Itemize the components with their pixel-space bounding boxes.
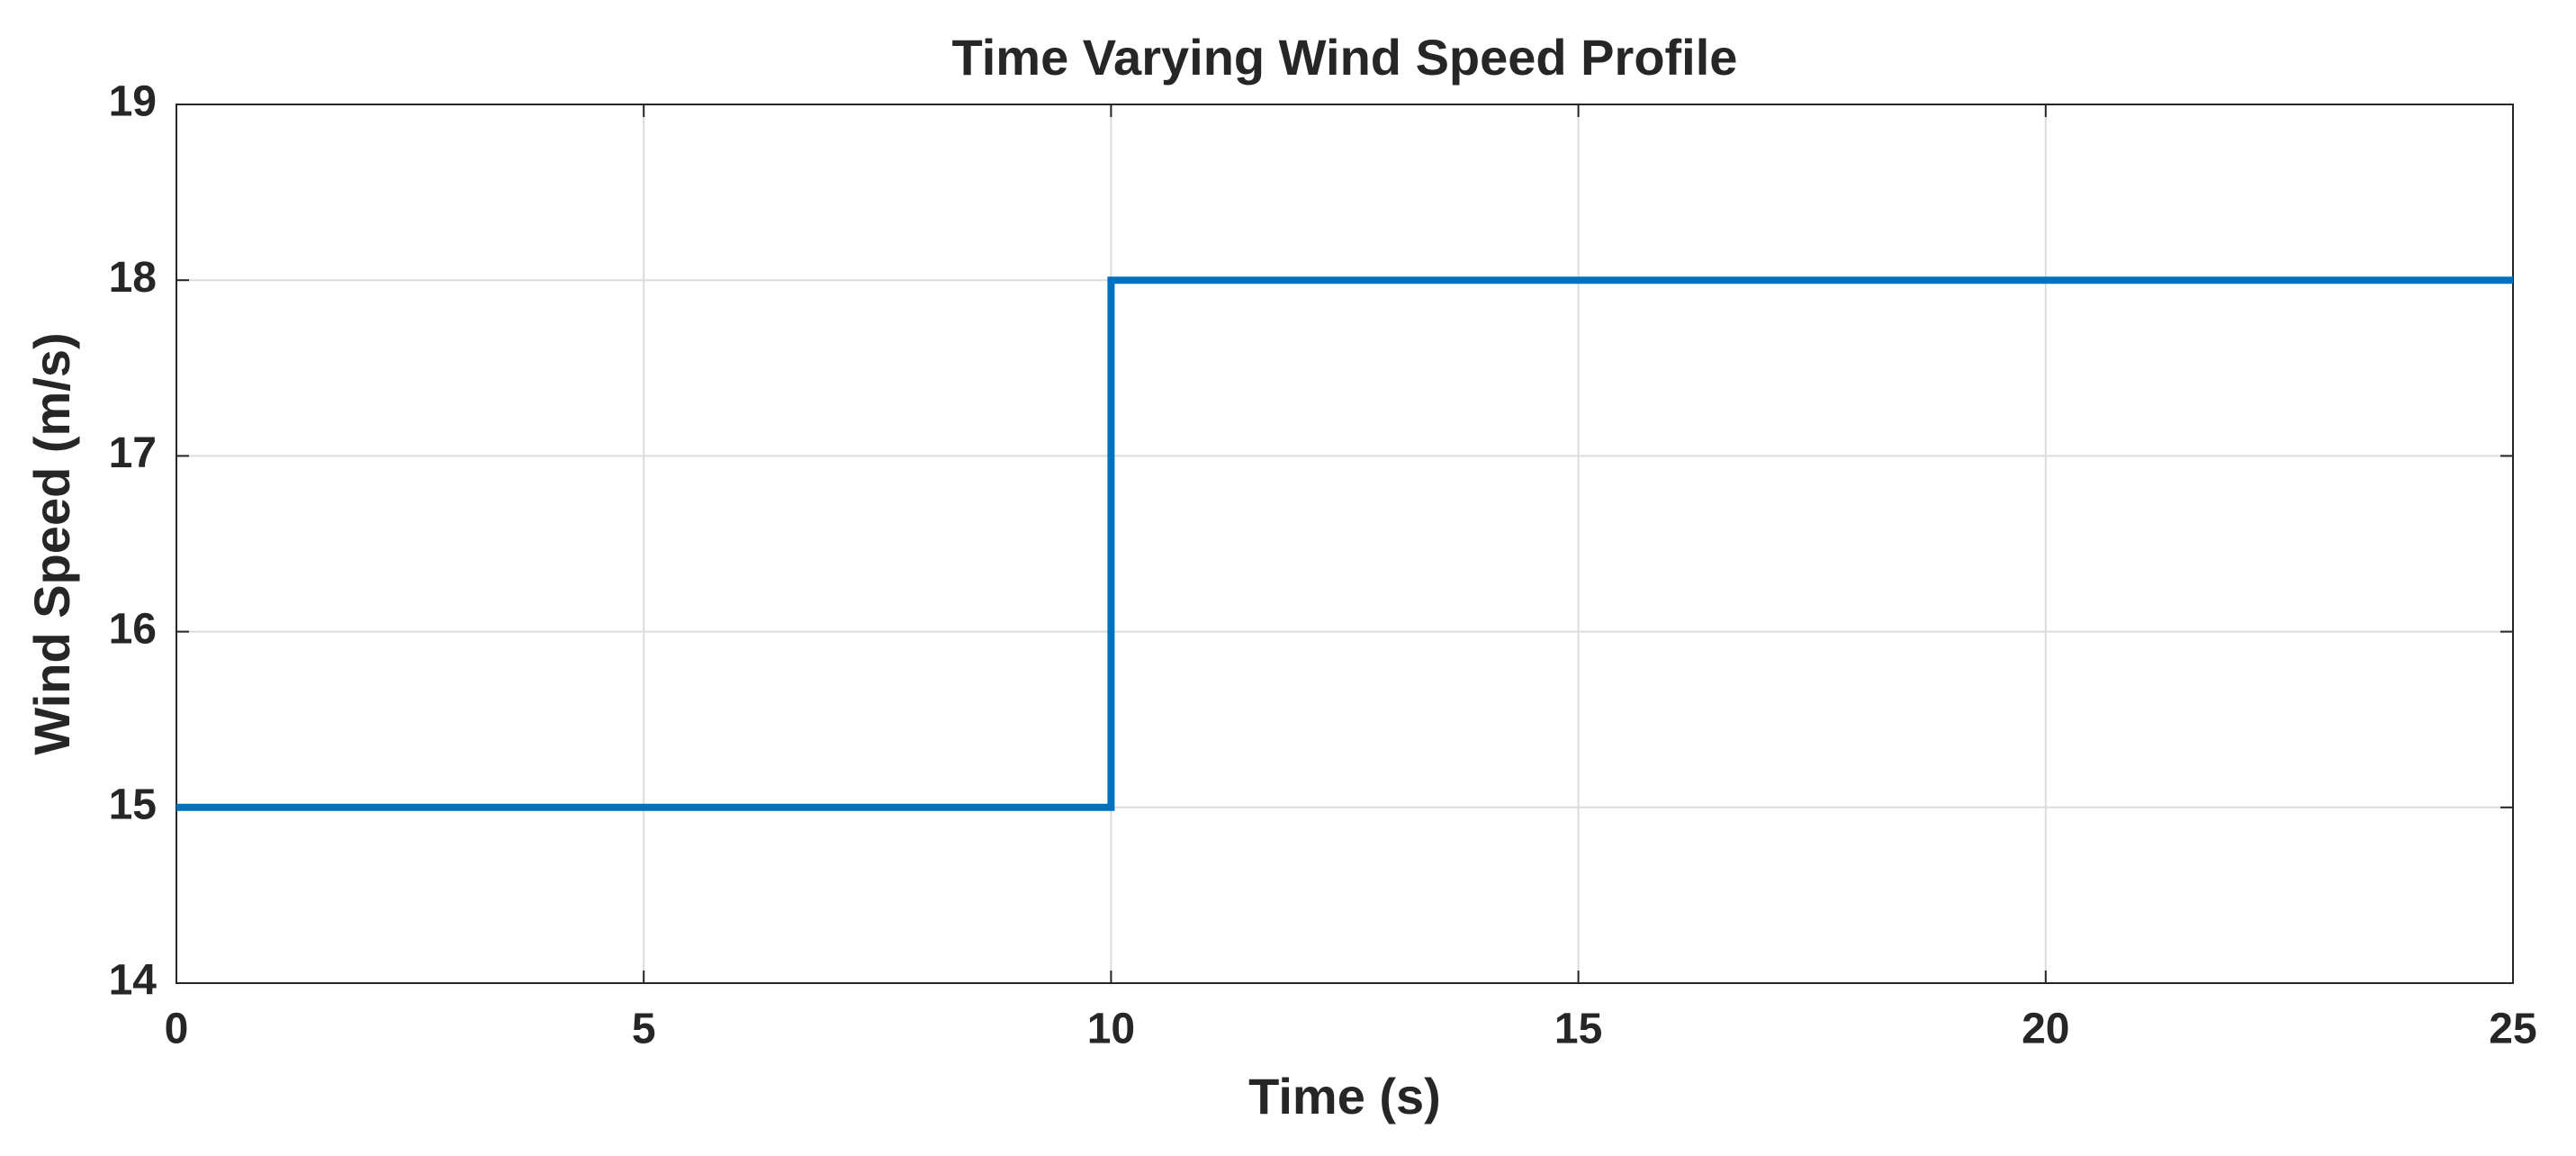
chart-title: Time Varying Wind Speed Profile [952, 29, 1738, 86]
y-tick-label: 16 [109, 605, 157, 653]
x-tick-label: 10 [1087, 1006, 1135, 1053]
x-tick-label: 5 [632, 1006, 656, 1053]
x-tick-label: 0 [165, 1006, 189, 1053]
x-tick-label: 25 [2489, 1006, 2536, 1053]
y-tick-label: 19 [109, 78, 157, 126]
y-axis-label: Wind Speed (m/s) [23, 332, 80, 754]
y-tick-label: 17 [109, 429, 157, 477]
data-line [176, 276, 2513, 811]
x-axis-label: Time (s) [1248, 1068, 1441, 1124]
y-tick-label: 14 [109, 957, 158, 1005]
x-tick-label: 20 [2022, 1006, 2069, 1053]
y-tick-label: 18 [109, 254, 157, 302]
x-tick-label: 15 [1554, 1006, 1602, 1053]
y-tick-label: 15 [109, 781, 157, 828]
plot-frame [176, 104, 2514, 984]
